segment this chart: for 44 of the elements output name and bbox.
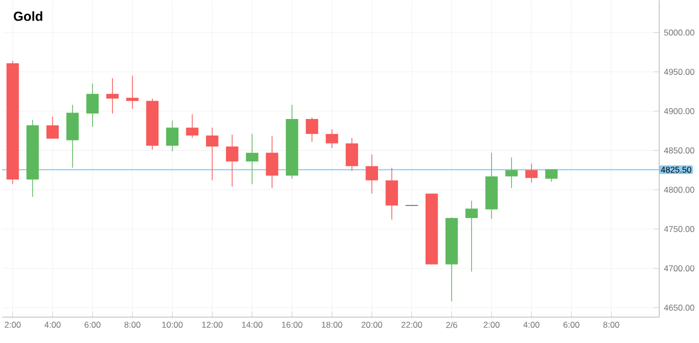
candlestick bbox=[346, 137, 358, 172]
y-tick-label: 4900.00 bbox=[664, 108, 694, 114]
text: Gold bbox=[14, 11, 42, 21]
candlestick bbox=[206, 127, 218, 181]
x-tick-label: 2:00 bbox=[484, 322, 500, 328]
y-tick-label: 4800.00 bbox=[664, 186, 694, 193]
candlestick bbox=[166, 120, 178, 152]
x-tick-label: 6:00 bbox=[564, 322, 580, 328]
candlestick bbox=[186, 114, 198, 138]
y-tick-label: 4700.00 bbox=[664, 265, 694, 272]
candlestick bbox=[326, 128, 338, 148]
candlestick bbox=[366, 154, 378, 194]
x-tick-label: 4:00 bbox=[44, 322, 61, 328]
y-tick-label: 4650.00 bbox=[664, 304, 694, 311]
candlestick bbox=[86, 83, 99, 128]
x-tick-label: 8:00 bbox=[124, 322, 140, 328]
candlestick bbox=[226, 134, 238, 187]
x-tick-label: 2/6 bbox=[446, 322, 458, 328]
x-tick-label: 22:00 bbox=[402, 322, 422, 328]
candlestick bbox=[505, 156, 518, 188]
x-tick-label: 6:00 bbox=[84, 322, 100, 328]
x-tick-label: 4:00 bbox=[523, 322, 540, 328]
candlestick bbox=[465, 200, 478, 272]
candlestick bbox=[246, 133, 258, 184]
candlestick bbox=[525, 163, 538, 183]
x-tick-label: 10:00 bbox=[162, 322, 183, 328]
candlestick bbox=[126, 75, 139, 110]
y-tick-label: 4950.00 bbox=[664, 68, 694, 75]
ref-line-label: 4825.50 bbox=[660, 166, 692, 173]
x-tick-label: 2:00 bbox=[4, 322, 21, 328]
x-tick-label: 20:00 bbox=[362, 322, 382, 328]
x-tick-label: 8:00 bbox=[603, 322, 620, 328]
candlestick bbox=[306, 116, 318, 142]
x-tick-label: 14:00 bbox=[242, 322, 262, 328]
y-tick-label: 5000.00 bbox=[664, 29, 694, 36]
candlestick bbox=[46, 116, 59, 139]
x-tick-label: 16:00 bbox=[282, 322, 302, 328]
y-tick-label: 4750.00 bbox=[664, 226, 694, 232]
candlestick bbox=[266, 136, 278, 188]
x-tick-label: 12:00 bbox=[202, 322, 223, 328]
candlestick bbox=[106, 78, 119, 114]
candlestick bbox=[545, 168, 558, 182]
y-tick-label: 4850.00 bbox=[664, 147, 694, 154]
x-tick-label: 18:00 bbox=[322, 322, 342, 328]
